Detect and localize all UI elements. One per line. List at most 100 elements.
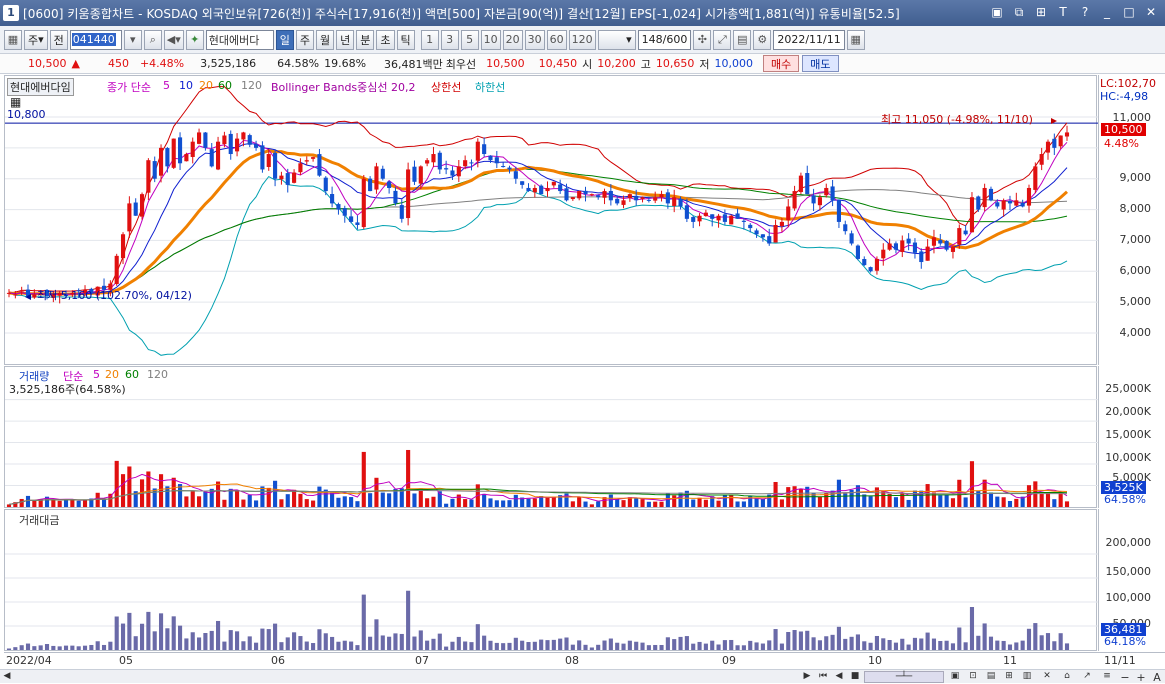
amount-chart-panel[interactable]: 거래대금 bbox=[4, 509, 1098, 651]
gear-icon[interactable]: ⚙ bbox=[753, 29, 772, 50]
speaker-icon[interactable]: ◀▾ bbox=[163, 29, 184, 50]
market-type-select[interactable]: 주 ▾ bbox=[24, 29, 48, 50]
interval-60-button[interactable]: 60 bbox=[546, 29, 567, 50]
compare-icon[interactable]: ⊞ bbox=[1005, 671, 1013, 681]
amount-bar bbox=[133, 636, 138, 650]
chart-scrollbar[interactable]: ◀ ▶ ⏮ ◀ ■ ─┴─ ▣ ⊡ ▤ ⊞ ▥ ✕ ⌂ ↗ ≡ − + A bbox=[0, 669, 1165, 684]
period-year-tab[interactable]: 년 bbox=[336, 29, 355, 50]
maximize-button[interactable]: □ bbox=[1123, 5, 1135, 19]
volume-bar bbox=[919, 490, 924, 507]
chart-type-icon[interactable]: ▥ bbox=[1022, 671, 1032, 681]
copy-window-icon[interactable]: ⧉ bbox=[1014, 5, 1024, 19]
stock-code-input[interactable]: 041440 bbox=[69, 29, 122, 50]
amount-bar bbox=[995, 640, 1000, 650]
prefix-button[interactable]: 전 bbox=[49, 29, 68, 50]
zoom-reset-icon[interactable]: ▣ bbox=[950, 671, 960, 681]
crosshair-icon[interactable]: ⤢ bbox=[713, 29, 732, 50]
candle-icon[interactable]: ✕ bbox=[1043, 671, 1051, 681]
stock-name-field: 현대에버다 bbox=[205, 29, 274, 50]
amount-bar bbox=[108, 641, 113, 650]
amount-bar bbox=[963, 642, 968, 650]
candle-body bbox=[298, 163, 303, 173]
candle-body bbox=[158, 147, 164, 176]
data-count-field[interactable]: 148/600 bbox=[637, 29, 692, 50]
grid-toggle-icon[interactable]: ▦ bbox=[10, 95, 22, 109]
volume-ratio: 64.58% bbox=[277, 57, 320, 70]
candle-body bbox=[177, 137, 183, 164]
interval-10-button[interactable]: 10 bbox=[480, 29, 501, 50]
date-field[interactable]: 2022/11/11 bbox=[773, 29, 845, 50]
settings-grid-icon[interactable]: ▦ bbox=[4, 29, 22, 50]
tool-icon[interactable]: ⌂ bbox=[1064, 671, 1070, 681]
period-second-tab[interactable]: 초 bbox=[376, 29, 395, 50]
zoom-slider[interactable]: ─┴─ bbox=[864, 671, 944, 683]
grid-layout-icon[interactable]: ⊞ bbox=[1035, 5, 1047, 19]
volume-bar bbox=[501, 500, 506, 507]
candle-body bbox=[950, 246, 956, 252]
interval-1-button[interactable]: 1 bbox=[420, 29, 439, 50]
period-day-tab[interactable]: 일 bbox=[275, 29, 294, 50]
stock-name-label[interactable]: 현대에버다임 bbox=[7, 78, 74, 96]
amount-bar bbox=[285, 637, 290, 650]
amount-bar bbox=[773, 629, 778, 650]
amount-bar bbox=[634, 641, 639, 650]
period-week-tab[interactable]: 주 bbox=[295, 29, 315, 50]
scroll-right-icon[interactable]: ▶ bbox=[803, 671, 811, 681]
help-icon[interactable]: ? bbox=[1081, 5, 1089, 19]
amount-bar bbox=[152, 631, 157, 650]
amount-bar bbox=[957, 627, 962, 650]
volume-bar bbox=[342, 496, 347, 507]
candle-body bbox=[767, 236, 772, 244]
calendar-icon[interactable]: ▦ bbox=[846, 29, 865, 50]
screen-icon[interactable]: ▤ bbox=[986, 671, 996, 681]
export-icon[interactable]: ↗ bbox=[1083, 671, 1091, 681]
interval-20-button[interactable]: 20 bbox=[502, 29, 523, 50]
candle-body bbox=[520, 181, 525, 185]
interval-dropdown[interactable]: ▾ bbox=[597, 29, 636, 50]
first-page-icon[interactable]: ⏮ bbox=[818, 671, 828, 681]
volume-bar bbox=[634, 498, 639, 507]
prev-icon[interactable]: ◀ bbox=[835, 671, 843, 681]
code-dropdown-icon[interactable]: ▾ bbox=[123, 29, 142, 50]
amount-bar bbox=[399, 633, 404, 650]
amount-bar bbox=[1039, 635, 1044, 650]
text-size-icon[interactable]: A bbox=[1153, 671, 1161, 684]
volume-chart-panel[interactable]: 거래량 단순 5 20 60 120 3,525,186주(64.58%) bbox=[4, 366, 1098, 508]
info-icon[interactable]: ≡ bbox=[1103, 671, 1111, 681]
search-icon[interactable]: ⌕ bbox=[143, 29, 162, 50]
zoom-fit-icon[interactable]: ⊡ bbox=[969, 671, 977, 681]
amount-bar bbox=[1058, 633, 1063, 650]
volume-bar bbox=[469, 499, 474, 507]
buy-button[interactable]: 매수 bbox=[763, 55, 800, 72]
screen-icon[interactable]: ▣ bbox=[991, 5, 1003, 19]
price-tick: 8,000 bbox=[1119, 202, 1152, 215]
interval-3-button[interactable]: 3 bbox=[440, 29, 459, 50]
candle-body bbox=[304, 160, 309, 162]
interval-5-button[interactable]: 5 bbox=[460, 29, 479, 50]
candle-body bbox=[577, 191, 582, 199]
volume-bar bbox=[570, 501, 575, 507]
amount-bar bbox=[646, 645, 651, 650]
close-button[interactable]: ✕ bbox=[1145, 5, 1157, 19]
period-month-tab[interactable]: 월 bbox=[316, 29, 335, 50]
period-minute-tab[interactable]: 분 bbox=[356, 29, 375, 50]
period-tick-tab[interactable]: 틱 bbox=[396, 29, 415, 50]
interval-30-button[interactable]: 30 bbox=[524, 29, 545, 50]
amount-bar bbox=[653, 644, 658, 650]
stop-icon[interactable]: ■ bbox=[850, 671, 860, 681]
zoom-in-icon[interactable]: + bbox=[1136, 671, 1146, 684]
amount-bar bbox=[323, 633, 328, 650]
favorite-icon[interactable]: ✦ bbox=[185, 29, 204, 50]
scroll-left-icon[interactable]: ◀ bbox=[3, 671, 11, 681]
minimize-button[interactable]: _ bbox=[1104, 5, 1110, 19]
interval-120-button[interactable]: 120 bbox=[568, 29, 596, 50]
indicator-icon[interactable]: ▤ bbox=[733, 29, 752, 50]
text-icon[interactable]: T bbox=[1059, 5, 1067, 19]
zoom-out-icon[interactable]: − bbox=[1120, 671, 1130, 684]
volume-bar bbox=[760, 498, 765, 507]
amount-bar bbox=[475, 624, 480, 650]
ma120-label: 120 bbox=[241, 79, 262, 92]
tool-icon[interactable]: ✣ bbox=[693, 29, 712, 50]
sell-button[interactable]: 매도 bbox=[802, 55, 839, 72]
price-chart-panel[interactable]: 현대에버다임 종가 단순 5 10 20 60 120 Bollinger Ba… bbox=[4, 75, 1098, 365]
